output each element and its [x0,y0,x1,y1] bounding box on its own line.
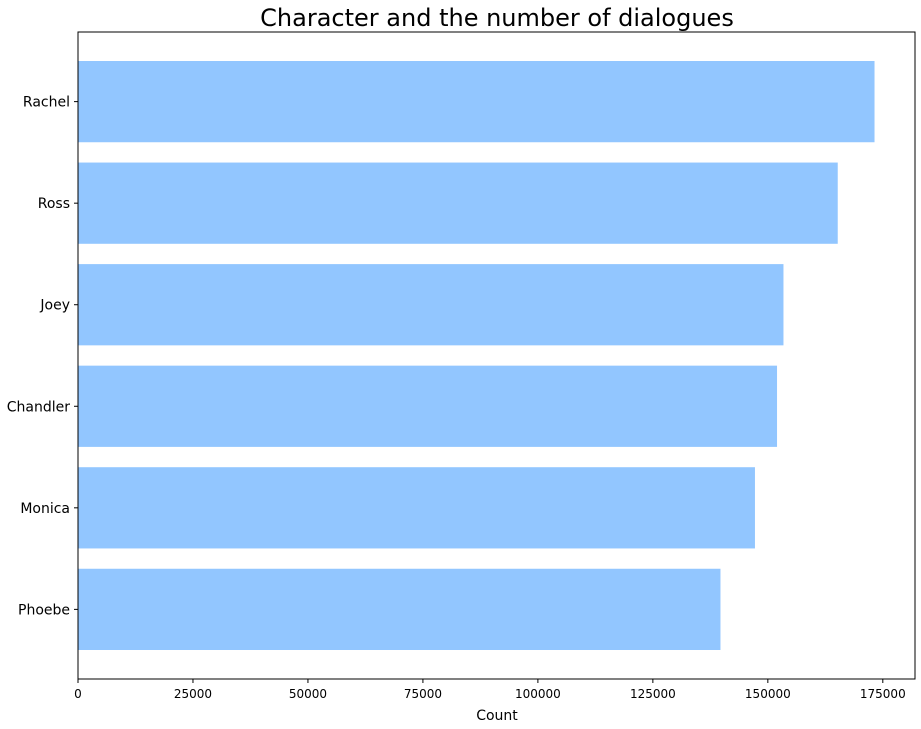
y-tick-label-monica: Monica [20,501,70,517]
y-tick-label-ross: Ross [38,196,70,212]
x-tick-label: 25000 [174,687,212,701]
x-tick-label: 75000 [404,687,442,701]
x-tick-label: 0 [74,687,82,701]
bar-rachel [78,61,875,143]
y-tick-label-phoebe: Phoebe [18,602,70,618]
bar-monica [78,467,755,549]
x-tick-label: 125000 [630,687,676,701]
bar-joey [78,264,784,346]
y-tick-label-joey: Joey [39,298,70,314]
y-tick-label-rachel: Rachel [23,95,70,111]
chart-title: Character and the number of dialogues [260,4,734,32]
x-axis-label: Count [476,708,518,724]
plot-frame [77,31,916,680]
x-tick-label: 100000 [515,687,561,701]
x-axis-ticks: 0 25000 50000 75000 100000 125000 150000 175000 [74,679,906,701]
bar-phoebe [78,568,721,650]
x-tick-label: 150000 [745,687,791,701]
y-tick-label-chandler: Chandler [7,399,70,415]
x-tick-label: 175000 [860,687,906,701]
bar-ross [78,162,838,244]
y-axis-ticks: Rachel Ross Joey Chandler Monica Phoebe [7,95,78,618]
bar-chandler [78,365,778,447]
x-tick-label: 50000 [289,687,327,701]
bars-group [78,61,875,650]
